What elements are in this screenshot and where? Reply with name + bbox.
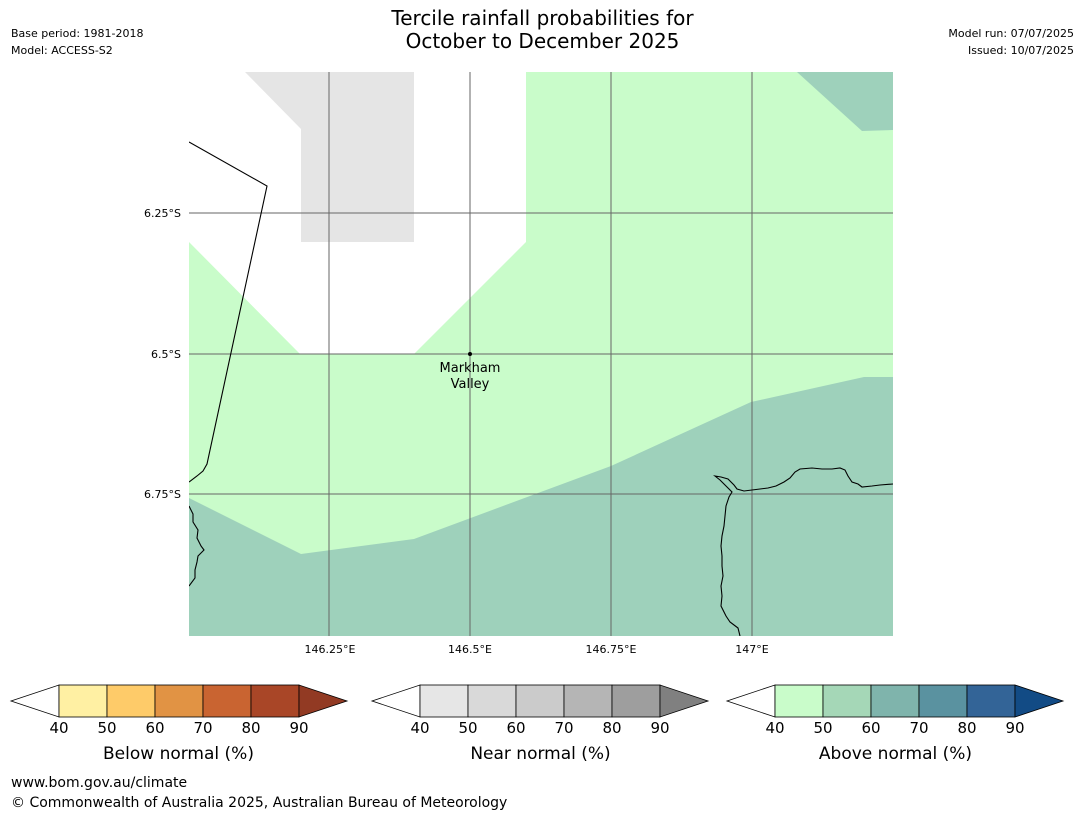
colorbar-above-lower-extend	[725, 684, 776, 718]
colorbar-near-tick: 80	[602, 719, 621, 734]
colorbar-label-below: Below normal (%)	[103, 744, 254, 764]
colorbar-below-swatch	[250, 684, 300, 718]
colorbar-near-upper-extend	[659, 684, 710, 718]
colorbar-above-tick: 60	[861, 719, 880, 734]
colorbar-above-normal: 40 50 60 70 80 90	[716, 684, 1076, 738]
lat-label-6-75: 6.75°S	[144, 488, 181, 501]
colorbar-below-normal-scale: 40 50 60 70 80 90	[9, 684, 349, 737]
colorbar-label-above: Above normal (%)	[818, 744, 973, 764]
colorbar-near-swatch	[563, 684, 613, 718]
colorbar-above-upper-extend	[1014, 684, 1065, 718]
lat-label-6-5: 6.5°S	[151, 348, 181, 361]
colorbar-near-tick: 60	[506, 719, 525, 734]
title-line-1: Tercile rainfall probabilities for	[391, 6, 694, 30]
above-normal-50-region	[189, 377, 893, 636]
colorbar-label-near: Near normal (%)	[470, 744, 611, 764]
colorbar-near-tick: 50	[458, 719, 477, 734]
colorbar-below-swatch	[106, 684, 156, 718]
colorbar-below-tick: 90	[289, 719, 308, 734]
colorbar-below-swatch	[154, 684, 204, 718]
base-period-text: Base period: 1981-2018	[11, 27, 144, 40]
model-text: Model: ACCESS-S2	[11, 44, 113, 57]
colorbar-near-swatch	[515, 684, 565, 718]
colorbar-above-tick: 40	[765, 719, 784, 734]
colorbar-above-tick: 80	[957, 719, 976, 734]
forecast-map: Markham Valley 6.25°S 6.5°S 6.75°S 146.2…	[144, 72, 893, 656]
colorbar-above-tick: 70	[909, 719, 928, 734]
colorbar-near-lower-extend	[370, 684, 421, 718]
colorbar-above-swatch	[966, 684, 1016, 718]
markham-valley-marker	[468, 352, 472, 356]
colorbar-near-normal-scale: 40 50 60 70 80 90	[370, 684, 710, 737]
colorbar-below-tick: 50	[97, 719, 116, 734]
colorbar-below-swatch	[58, 684, 108, 718]
colorbar-below-upper-extend	[298, 684, 349, 718]
colorbar-near-swatch	[467, 684, 517, 718]
colorbar-near-normal: 40 50 60 70 80 90	[361, 684, 721, 738]
lon-label-146-75: 146.75°E	[586, 643, 637, 656]
colorbar-above-normal-scale: 40 50 60 70 80 90	[725, 684, 1065, 737]
colorbar-above-swatch	[870, 684, 920, 718]
colorbar-below-tick: 60	[145, 719, 164, 734]
colorbar-above-tick: 50	[813, 719, 832, 734]
meta-right: Model run: 07/07/2025 Issued: 10/07/2025	[948, 25, 1074, 59]
colorbar-near-tick: 90	[650, 719, 669, 734]
model-run-text: Model run: 07/07/2025	[948, 27, 1074, 40]
colorbar-above-tick: 90	[1005, 719, 1024, 734]
above-normal-50-region-ne	[797, 72, 893, 131]
coastline	[189, 141, 893, 636]
colorbar-near-tick: 40	[410, 719, 429, 734]
boundary-line-west	[189, 141, 268, 483]
coastline-west	[189, 505, 205, 587]
colorbar-near-swatch	[419, 684, 469, 718]
issued-text: Issued: 10/07/2025	[967, 44, 1074, 57]
colorbar-near-tick: 70	[554, 719, 573, 734]
lon-label-147: 147°E	[735, 643, 768, 656]
colorbar-below-tick: 40	[49, 719, 68, 734]
title-line-2: October to December 2025	[405, 29, 680, 53]
colorbar-near-swatch	[611, 684, 661, 718]
colorbar-below-normal: 40 50 60 70 80 90	[0, 684, 360, 738]
lon-label-146-25: 146.25°E	[305, 643, 356, 656]
colorbar-below-lower-extend	[9, 684, 60, 718]
meta-left: Base period: 1981-2018 Model: ACCESS-S2	[11, 25, 143, 59]
map-title: Tercile rainfall probabilities for Octob…	[0, 7, 1085, 53]
colorbar-above-swatch	[918, 684, 968, 718]
lat-label-6-25: 6.25°S	[144, 207, 181, 220]
colorbar-below-swatch	[202, 684, 252, 718]
colorbar-above-swatch	[774, 684, 824, 718]
lon-label-146-5: 146.5°E	[448, 643, 492, 656]
place-label-line-2: Valley	[451, 377, 490, 392]
footer-copyright: © Commonwealth of Australia 2025, Austra…	[11, 795, 508, 811]
footer-url: www.bom.gov.au/climate	[11, 775, 188, 791]
colorbar-below-tick: 70	[193, 719, 212, 734]
coastline-east	[713, 467, 893, 636]
place-label-line-1: Markham	[440, 361, 501, 376]
colorbar-above-swatch	[822, 684, 872, 718]
colorbar-below-tick: 80	[241, 719, 260, 734]
